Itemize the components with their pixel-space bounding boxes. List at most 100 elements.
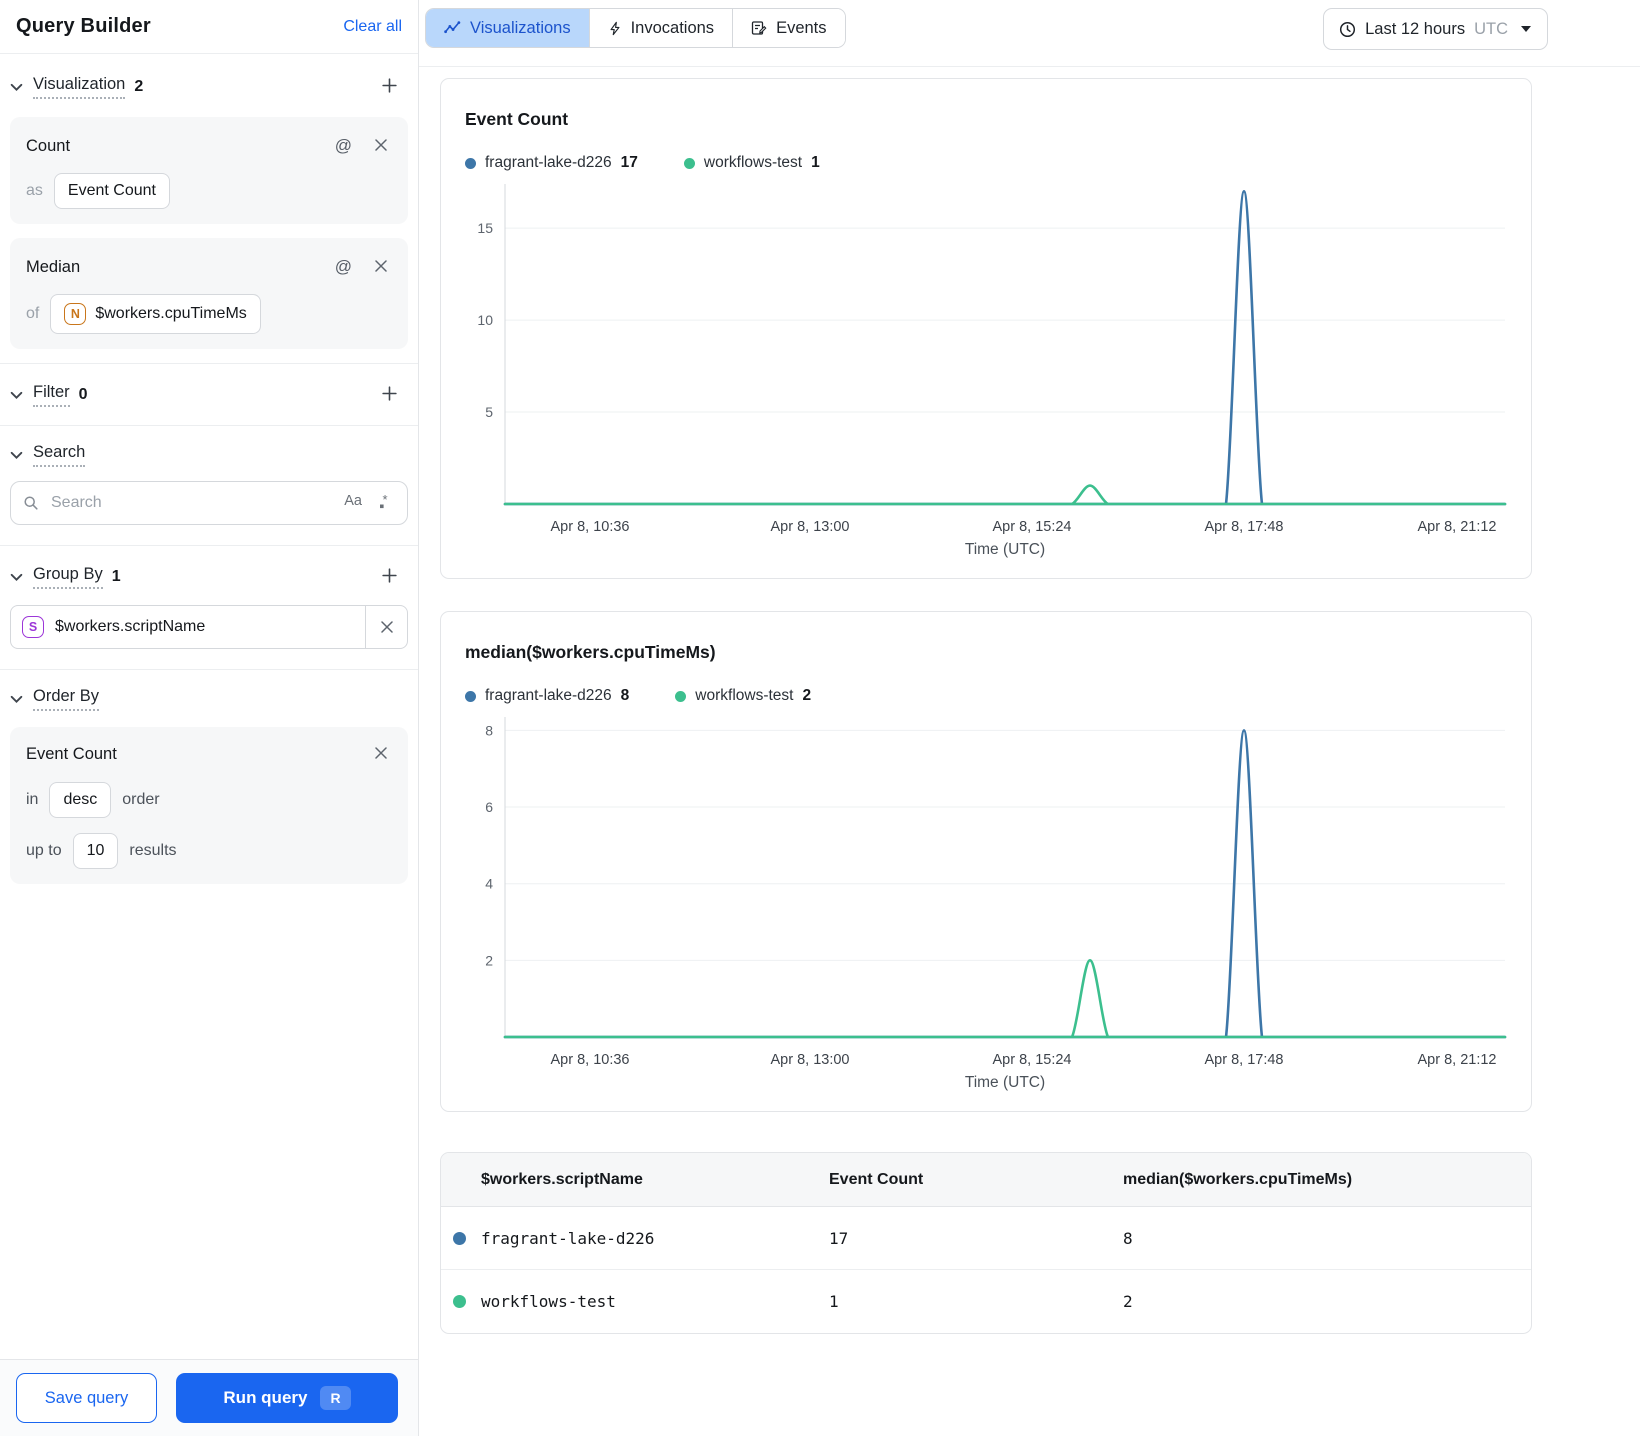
- svg-text:6: 6: [485, 799, 493, 815]
- order-by-card: Event Count in desc order up to 10 resul…: [10, 727, 408, 884]
- string-field-icon: S: [22, 616, 44, 638]
- form-icon: [751, 20, 767, 36]
- chevron-down-icon[interactable]: [10, 83, 23, 92]
- chevron-down-icon[interactable]: [10, 451, 23, 460]
- legend-dot: [683, 157, 695, 169]
- legend-item[interactable]: workflows-test 2: [675, 687, 811, 705]
- svg-text:*: *: [382, 494, 387, 507]
- section-divider: [0, 425, 418, 426]
- svg-text:Apr 8, 13:00: Apr 8, 13:00: [771, 519, 850, 535]
- group-by-item[interactable]: S $workers.scriptName: [10, 605, 408, 649]
- chevron-down-icon[interactable]: [10, 695, 23, 704]
- series-color-dot: [453, 1231, 466, 1245]
- column-header: median($workers.cpuTimeMs): [1123, 1170, 1353, 1188]
- up-to-label: up to: [26, 842, 62, 859]
- section-label-group-by: Group By: [33, 565, 103, 589]
- save-query-button[interactable]: Save query: [16, 1373, 157, 1423]
- section-visualization: Visualization 2: [0, 56, 418, 111]
- time-range-picker[interactable]: Last 12 hours UTC: [1323, 8, 1548, 50]
- svg-text:5: 5: [485, 404, 493, 420]
- svg-text:4: 4: [485, 876, 493, 892]
- keyboard-shortcut-badge: R: [320, 1386, 351, 1410]
- script-name: workflows-test: [481, 1292, 616, 1311]
- event-count-value: 1: [829, 1292, 839, 1311]
- legend-dot: [675, 690, 687, 702]
- tab-label: Invocations: [630, 18, 715, 37]
- close-icon[interactable]: [370, 742, 392, 767]
- alias-value-box[interactable]: Event Count: [53, 173, 170, 209]
- add-filter-button[interactable]: [377, 381, 402, 409]
- legend-series-value: 2: [802, 687, 812, 704]
- svg-text:10: 10: [477, 312, 493, 328]
- svg-text:Apr 8, 17:48: Apr 8, 17:48: [1205, 1052, 1284, 1068]
- sidebar-header: Query Builder Clear all: [0, 0, 418, 54]
- search-input[interactable]: [10, 481, 408, 525]
- match-case-icon[interactable]: Aa: [344, 493, 362, 509]
- legend-dot: [465, 690, 476, 702]
- section-label-order-by: Order By: [33, 687, 100, 711]
- results-table-header: $workers.scriptName Event Count median($wo…: [441, 1153, 1531, 1207]
- remove-group-by-button[interactable]: [365, 606, 407, 648]
- median-chart-card: median($workers.cpuTimeMs) fragrant-lake…: [440, 611, 1532, 1112]
- column-header: Event Count: [829, 1170, 924, 1188]
- results-label: results: [129, 842, 177, 859]
- event-count-chart-card: Event Count fragrant-lake-d226 17 workflow…: [440, 78, 1532, 579]
- main-header: Visualizations Invocations Events Last 12 …: [419, 0, 1640, 67]
- query-builder-sidebar: Query Builder Clear all Visualization 2 …: [0, 0, 419, 1436]
- section-divider: [0, 545, 418, 546]
- group-by-count: 1: [111, 568, 121, 585]
- main-content: Visualizations Invocations Events Last 12 …: [419, 0, 1640, 1436]
- run-query-label: Run query: [223, 1388, 308, 1407]
- regex-icon[interactable]: *: [378, 494, 394, 510]
- section-search: Search: [0, 426, 418, 477]
- section-order-by: Order By: [0, 670, 418, 721]
- event-count-value: 17: [829, 1228, 849, 1248]
- clear-all-link[interactable]: Clear all: [343, 17, 402, 35]
- legend-item[interactable]: workflows-test 1: [683, 154, 820, 172]
- add-visualization-button[interactable]: [377, 73, 402, 101]
- series-color-dot: [453, 1295, 466, 1308]
- as-label: as: [26, 182, 43, 199]
- order-by-field: Event Count: [26, 745, 117, 763]
- section-label-search: Search: [33, 443, 86, 467]
- close-icon[interactable]: [370, 255, 392, 280]
- direction-select[interactable]: desc: [49, 782, 112, 818]
- visualization-count: 2: [134, 78, 144, 95]
- svg-text:Apr 8, 13:00: Apr 8, 13:00: [771, 1052, 850, 1068]
- add-group-by-button[interactable]: [377, 563, 402, 591]
- tab-events[interactable]: Events: [732, 9, 845, 47]
- svg-text:Time (UTC): Time (UTC): [965, 1074, 1045, 1091]
- of-label: of: [26, 305, 40, 322]
- chart-legend: fragrant-lake-d226 17 workflows-test 1: [465, 154, 1507, 172]
- chart-plot: 2 4 6 8 Apr 8, 10:36 Apr 8, 13:00 Apr 8, 15:24…: [465, 711, 1507, 1095]
- tab-visualizations[interactable]: Visualizations: [426, 9, 589, 47]
- search-box: Aa *: [10, 481, 408, 525]
- legend-item[interactable]: fragrant-lake-d226 17: [465, 154, 638, 172]
- svg-text:Apr 8, 21:12: Apr 8, 21:12: [1418, 1052, 1497, 1068]
- field-value-box[interactable]: N $workers.cpuTimeMs: [50, 294, 261, 334]
- filter-count: 0: [78, 386, 88, 403]
- section-divider: [0, 363, 418, 364]
- legend-item[interactable]: fragrant-lake-d226 8: [465, 687, 629, 705]
- legend-series-name: workflows-test: [695, 687, 794, 704]
- svg-text:Apr 8, 10:36: Apr 8, 10:36: [551, 1052, 630, 1068]
- close-icon[interactable]: [370, 134, 392, 159]
- legend-series-value: 17: [620, 154, 638, 171]
- chart-title: Event Count: [465, 109, 569, 129]
- run-query-button[interactable]: Run query R: [176, 1373, 398, 1423]
- clock-icon: [1339, 21, 1356, 38]
- at-icon[interactable]: @: [331, 132, 356, 160]
- in-label: in: [26, 791, 39, 808]
- chevron-down-icon[interactable]: [10, 573, 23, 582]
- time-range-label: Last 12 hours: [1365, 19, 1466, 38]
- page-title: Query Builder: [16, 15, 151, 37]
- svg-text:Apr 8, 21:12: Apr 8, 21:12: [1418, 519, 1497, 535]
- limit-input[interactable]: 10: [72, 833, 119, 869]
- at-icon[interactable]: @: [331, 253, 356, 281]
- tab-label: Visualizations: [470, 18, 571, 37]
- tab-invocations[interactable]: Invocations: [588, 9, 733, 47]
- chevron-down-icon[interactable]: [10, 391, 23, 400]
- table-row: workflows-test 1 2: [441, 1270, 1531, 1333]
- section-label-filter: Filter: [33, 383, 70, 407]
- chart-plot: 5 10 15 Apr 8, 10:36 Apr 8, 13:00 Apr 8, 15:2…: [465, 178, 1507, 562]
